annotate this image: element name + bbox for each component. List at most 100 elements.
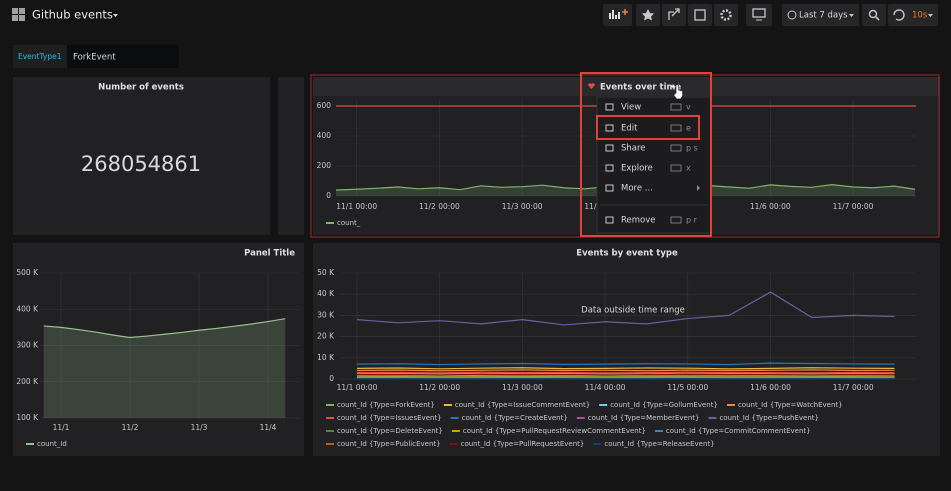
y-tick-label: 20 K bbox=[317, 332, 335, 341]
legend-item[interactable]: count_Id {Type=IssueCommentEvent} bbox=[444, 401, 590, 409]
x-tick-label: 11/7 00:00 bbox=[833, 202, 874, 211]
zoom-out-button[interactable] bbox=[862, 4, 886, 26]
legend-label: count_Id {Type=DeleteEvent} bbox=[337, 427, 443, 435]
legend-swatch bbox=[727, 404, 735, 406]
y-tick-label: 50 K bbox=[317, 268, 335, 277]
add-panel-button[interactable] bbox=[603, 4, 632, 26]
menu-label: Share bbox=[621, 144, 646, 154]
x-tick-label: 11/4 bbox=[260, 423, 277, 432]
legend-label: count_Id {Type=ForkEvent} bbox=[337, 401, 435, 409]
legend-item[interactable]: count_Id {Type=WatchEvent} bbox=[727, 401, 843, 409]
y-tick-label: 400 bbox=[317, 131, 332, 140]
legend-item[interactable]: count_Id {Type=PullRequestReviewCommentE… bbox=[452, 427, 646, 435]
menu-background bbox=[597, 97, 711, 233]
legend-label: count_Id {Type=PublicEvent} bbox=[337, 440, 441, 448]
x-tick-label: 11/6 00:00 bbox=[750, 383, 791, 392]
x-tick-label: 11/1 00:00 bbox=[336, 202, 377, 211]
y-tick-label: 40 K bbox=[317, 289, 335, 298]
legend-label: count_Id {Type=IssueCommentEvent} bbox=[455, 401, 590, 409]
context-menu: ViewvEditeSharep sExplorexMore ...Remove… bbox=[597, 97, 711, 233]
line bbox=[357, 372, 895, 373]
y-tick-label: 0 bbox=[326, 191, 331, 200]
y-tick-label: 100 K bbox=[16, 413, 39, 422]
y-tick-label: 500 K bbox=[16, 268, 39, 277]
x-tick-label: 11/2 00:00 bbox=[419, 202, 460, 211]
legend-item[interactable]: count_Id {Type=PullRequestEvent} bbox=[450, 440, 585, 448]
y-tick-label: 10 K bbox=[317, 353, 335, 362]
panel-title: Events over time bbox=[600, 83, 681, 93]
shortcut: x bbox=[686, 164, 691, 173]
legend-label: count_Id {Type=IssuesEvent} bbox=[337, 414, 442, 422]
x-tick-label: 11/6 00:00 bbox=[750, 202, 791, 211]
menu-label: Explore bbox=[621, 164, 653, 174]
legend-item[interactable]: count_Id {Type=PublicEvent} bbox=[326, 440, 441, 448]
y-tick-label: 400 K bbox=[16, 304, 39, 313]
shortcut: p s bbox=[686, 144, 698, 153]
x-tick-label: 11/3 00:00 bbox=[502, 383, 543, 392]
panel-title: Events by event type bbox=[576, 249, 678, 259]
legend-swatch bbox=[326, 404, 334, 406]
legend-swatch bbox=[444, 404, 452, 406]
panel-title: Panel Title bbox=[244, 249, 295, 259]
legend-label: count_Id {Type=PullRequestReviewCommentE… bbox=[463, 427, 646, 435]
legend-label: count_Id {Type=ReleaseEvent} bbox=[604, 440, 714, 448]
legend-swatch bbox=[326, 222, 334, 224]
legend-swatch bbox=[326, 430, 334, 432]
x-tick-label: 11/1 00:00 bbox=[337, 383, 378, 392]
shortcut: v bbox=[686, 103, 691, 112]
legend-label: count_Id {Type=PullRequestEvent} bbox=[461, 440, 585, 448]
legend-item[interactable]: count_Id {Type=DeleteEvent} bbox=[326, 427, 443, 435]
x-tick-label: 11/2 00:00 bbox=[419, 383, 460, 392]
legend-swatch bbox=[593, 443, 601, 445]
legend-label: count_ bbox=[337, 219, 361, 227]
legend-label: count_Id {Type=PushEvent} bbox=[719, 414, 819, 422]
y-tick-label: 600 bbox=[317, 101, 332, 110]
menu-label: View bbox=[621, 103, 641, 113]
legend-label: count_Id {Type=CreateEvent} bbox=[462, 414, 568, 422]
grid-icon bbox=[12, 8, 18, 14]
settings-button[interactable] bbox=[714, 4, 738, 26]
grid-icon bbox=[12, 15, 18, 21]
tv-mode-button[interactable] bbox=[746, 4, 772, 26]
legend-item[interactable]: count_Id {Type=IssuesEvent} bbox=[326, 414, 442, 422]
legend-item[interactable]: count_Id {Type=CommitCommentEvent} bbox=[655, 427, 811, 435]
stat-value: 268054861 bbox=[81, 152, 201, 176]
menu-label: Edit bbox=[621, 124, 638, 134]
y-tick-label: 200 K bbox=[16, 377, 39, 386]
panel bbox=[278, 77, 304, 235]
grid-icon bbox=[19, 8, 25, 14]
legend-label: count_Id {Type=GollumEvent} bbox=[610, 401, 718, 409]
menu-label: More ... bbox=[621, 184, 653, 194]
panel-title: Number of events bbox=[98, 83, 184, 93]
legend-label: count_Id bbox=[37, 440, 67, 448]
legend-item[interactable]: count_Id {Type=ForkEvent} bbox=[326, 401, 435, 409]
legend-item[interactable]: count_Id {Type=CreateEvent} bbox=[451, 414, 568, 422]
y-tick-label: 30 K bbox=[317, 310, 335, 319]
x-tick-label: 11/4 00:00 bbox=[585, 383, 626, 392]
legend-item[interactable]: count_Id {Type=PushEvent} bbox=[708, 414, 819, 422]
legend-item[interactable]: count_Id {Type=GollumEvent} bbox=[599, 401, 718, 409]
legend-label: count_Id {Type=MemberEvent} bbox=[588, 414, 700, 422]
time-range: Last 7 days bbox=[799, 11, 848, 21]
shortcut: e bbox=[686, 124, 691, 133]
legend-swatch bbox=[577, 417, 585, 419]
save-button[interactable] bbox=[688, 4, 712, 26]
legend-swatch bbox=[326, 443, 334, 445]
dashboard-title: Github events bbox=[32, 8, 113, 22]
x-tick-label: 11/7 00:00 bbox=[833, 383, 874, 392]
x-tick-label: 11/3 bbox=[191, 423, 208, 432]
legend-swatch bbox=[655, 430, 663, 432]
legend-label: count_Id {Type=WatchEvent} bbox=[738, 401, 843, 409]
legend-swatch bbox=[451, 417, 459, 419]
y-tick-label: 300 K bbox=[16, 341, 39, 350]
legend-label: count_Id {Type=CommitCommentEvent} bbox=[666, 427, 811, 435]
share-button[interactable] bbox=[662, 4, 686, 26]
variable-value: ForkEvent bbox=[73, 53, 116, 63]
legend-item[interactable]: count_Id {Type=MemberEvent} bbox=[577, 414, 700, 422]
y-tick-label: 0 bbox=[329, 374, 334, 383]
x-tick-label: 11/5 00:00 bbox=[667, 383, 708, 392]
legend-item[interactable]: count_Id {Type=ReleaseEvent} bbox=[593, 440, 714, 448]
legend-swatch bbox=[452, 430, 460, 432]
